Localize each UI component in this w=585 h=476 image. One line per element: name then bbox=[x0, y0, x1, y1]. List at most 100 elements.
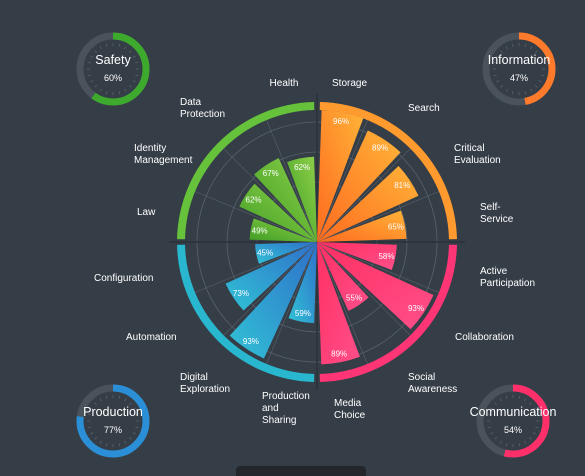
bar-identity-management[interactable] bbox=[239, 183, 317, 242]
bar-critical-evaluation[interactable] bbox=[317, 165, 419, 242]
bar-configuration[interactable] bbox=[255, 242, 317, 264]
bar-value-label: 55% bbox=[346, 293, 362, 302]
gauge-tick bbox=[124, 398, 127, 402]
gauge-tick bbox=[87, 61, 91, 64]
gauge-tick bbox=[135, 426, 139, 429]
gauge-tick bbox=[128, 50, 132, 54]
gauge-tick bbox=[118, 395, 121, 399]
bar-storage[interactable] bbox=[317, 109, 364, 242]
bar-digital-exploration[interactable] bbox=[229, 242, 317, 359]
gauge-tick bbox=[487, 426, 491, 429]
gauge-tick bbox=[505, 395, 508, 399]
category-label: Social Awareness bbox=[408, 372, 457, 395]
bar-value-label: 89% bbox=[372, 144, 388, 153]
gauge-tick bbox=[99, 88, 102, 92]
bottom-panel-handle[interactable] bbox=[236, 466, 366, 476]
bar-value-label: 58% bbox=[378, 252, 394, 261]
gauge-value: 54% bbox=[504, 425, 522, 435]
gauge-tick bbox=[511, 91, 514, 95]
group-outer-rings bbox=[177, 102, 457, 382]
gauge-tick bbox=[124, 88, 127, 92]
gauge-tick bbox=[505, 88, 508, 92]
gauge-tick bbox=[124, 46, 127, 50]
gauge-tick bbox=[541, 61, 545, 64]
gauge-tick bbox=[94, 84, 98, 88]
gauge-production: Production 77% bbox=[76, 384, 150, 458]
bar-active-participation[interactable] bbox=[317, 242, 397, 270]
ring-production bbox=[177, 244, 315, 382]
gauge-tick bbox=[490, 432, 494, 435]
gauge-tick bbox=[534, 84, 538, 88]
gauge-tick bbox=[534, 50, 538, 54]
gauge-tick bbox=[90, 407, 94, 410]
gauge-tick bbox=[490, 407, 494, 410]
gauge-tick bbox=[87, 74, 91, 77]
bar-search[interactable] bbox=[317, 130, 401, 242]
gauge-tick bbox=[528, 436, 532, 440]
bar-value-label: 93% bbox=[243, 337, 259, 346]
bar-self--service[interactable] bbox=[317, 210, 407, 242]
category-label: Digital Exploration bbox=[180, 372, 230, 395]
ring-safety bbox=[177, 102, 315, 240]
bar-value-label: 49% bbox=[252, 227, 268, 236]
gauge-tick bbox=[124, 440, 127, 444]
bar-value-label: 73% bbox=[233, 289, 249, 298]
bar-value-label: 62% bbox=[246, 196, 262, 205]
gauge-fill bbox=[476, 384, 550, 458]
gauge-tick bbox=[535, 426, 539, 429]
gauge-tick bbox=[99, 398, 102, 402]
gauge-title: Information bbox=[488, 53, 551, 67]
gauge-tick bbox=[105, 91, 108, 95]
category-label: Identity Management bbox=[134, 143, 193, 166]
gauge-safety: Safety 60% bbox=[76, 32, 150, 106]
gauge-tick bbox=[541, 74, 545, 77]
gauge-tick bbox=[538, 80, 542, 83]
gauge-tick bbox=[128, 402, 132, 406]
bar-value-label: 67% bbox=[263, 169, 279, 178]
gauge-tick bbox=[132, 432, 136, 435]
grid-spoke bbox=[316, 119, 368, 243]
category-label: Search bbox=[408, 103, 440, 114]
gauge-tick bbox=[518, 443, 521, 447]
bar-health[interactable] bbox=[287, 156, 317, 242]
gauge-tick bbox=[94, 436, 98, 440]
gauge-tick bbox=[500, 84, 504, 88]
bar-value-label: 59% bbox=[295, 309, 311, 318]
bar-data-protection[interactable] bbox=[254, 158, 317, 242]
gauge-tick bbox=[99, 440, 102, 444]
gauge-tick bbox=[105, 43, 108, 47]
bar-value-label: 62% bbox=[294, 163, 310, 172]
gauge-fill bbox=[482, 32, 556, 106]
bar-value-label: 93% bbox=[408, 304, 424, 313]
gauge-tick bbox=[487, 413, 491, 416]
bar-production-and-sharing[interactable] bbox=[288, 242, 317, 324]
gauge-tick bbox=[132, 80, 136, 83]
grid-spoke bbox=[223, 241, 318, 336]
bar-collaboration[interactable] bbox=[317, 242, 434, 330]
category-label: Data Protection bbox=[180, 97, 225, 120]
gauge-tick bbox=[511, 43, 514, 47]
gauge-tick bbox=[94, 402, 98, 406]
bar-value-label: 65% bbox=[388, 222, 404, 231]
gauge-tick bbox=[524, 398, 527, 402]
gauge-title: Communication bbox=[470, 405, 557, 419]
gauge-tick bbox=[505, 46, 508, 50]
category-label: Collaboration bbox=[455, 332, 514, 343]
bar-law[interactable] bbox=[249, 218, 317, 242]
category-label: Health bbox=[270, 78, 299, 89]
category-labels: Health Data Protection Identity Management La… bbox=[94, 78, 535, 426]
grid-spoke bbox=[316, 191, 440, 243]
gauge-tick bbox=[535, 413, 539, 416]
bar-media-choice[interactable] bbox=[317, 242, 360, 365]
polar-bars: 62% 67% 62% 49% 96% 89% 81% 65% 58% 93% 55% 89% 59% 9… bbox=[225, 109, 434, 365]
gauge-tick bbox=[87, 413, 91, 416]
bar-automation[interactable] bbox=[225, 242, 317, 311]
grid-spoke bbox=[194, 191, 318, 243]
gauge-tick bbox=[90, 432, 94, 435]
gauge-tick bbox=[132, 55, 136, 58]
gauge-tick bbox=[135, 413, 139, 416]
corner-gauges: Safety 60% Information 47% Production 77% Comm… bbox=[76, 32, 557, 458]
gauge-tick bbox=[518, 395, 521, 399]
bar-social-awareness[interactable] bbox=[317, 242, 369, 311]
category-label: Production and Sharing bbox=[262, 391, 310, 426]
